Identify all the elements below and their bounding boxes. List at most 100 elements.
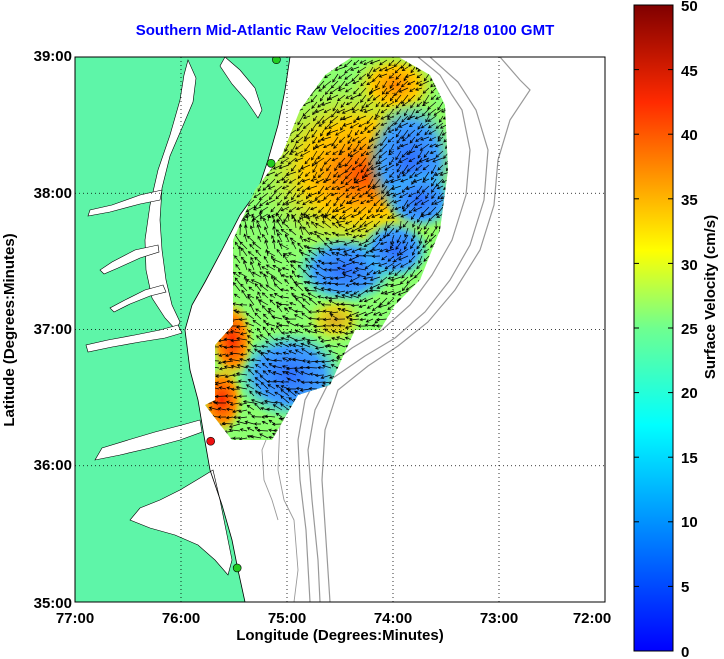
velocity-arrow (328, 296, 339, 301)
velocity-arrow (342, 262, 353, 268)
velocity-arrow (398, 87, 409, 93)
velocity-arrow (311, 101, 318, 109)
velocity-arrow (417, 213, 423, 223)
y-tick-label: 39:00 (34, 48, 72, 65)
velocity-arrow (409, 87, 416, 93)
velocity-arrow (247, 251, 255, 257)
y-tick-label: 36:00 (34, 457, 72, 474)
velocity-arrow (259, 375, 269, 383)
velocity-arrow (420, 213, 430, 218)
velocity-arrow (372, 94, 381, 101)
velocity-arrow (350, 213, 360, 218)
velocity-arrow (280, 273, 290, 278)
velocity-arrow (272, 404, 283, 411)
velocity-arrow (357, 206, 367, 214)
velocity-arrow (281, 331, 289, 335)
velocity-arrow (347, 322, 360, 327)
velocity-arrow (402, 206, 409, 212)
velocity-arrow (364, 323, 374, 327)
velocity-arrow (260, 406, 269, 411)
velocity-arrow (333, 199, 339, 207)
velocity-arrow (396, 157, 402, 167)
velocity-arrow (373, 143, 381, 149)
velocity-arrow (301, 185, 311, 193)
velocity-arrow (391, 185, 402, 191)
velocity-arrow (244, 420, 255, 425)
velocity-arrow (253, 206, 262, 211)
velocity-arrow (351, 164, 360, 171)
velocity-arrow (388, 150, 395, 156)
velocity-arrow (349, 122, 360, 129)
velocity-arrow (288, 343, 297, 348)
velocity-arrow (262, 178, 269, 185)
velocity-arrow (439, 171, 448, 177)
velocity-arrow (296, 274, 304, 279)
velocity-arrow (254, 370, 262, 376)
velocity-arrow (242, 400, 255, 404)
velocity-arrow (383, 290, 395, 295)
velocity-arrow (354, 266, 367, 271)
velocity-arrow (267, 308, 276, 313)
velocity-arrow (349, 276, 360, 283)
velocity-arrow (257, 291, 262, 299)
velocity-arrow (401, 185, 409, 193)
velocity-arrow (282, 371, 290, 376)
velocity-arrow (377, 164, 388, 170)
velocity-arrow (225, 331, 234, 335)
velocity-arrow (385, 101, 395, 107)
velocity-arrow (252, 319, 262, 327)
velocity-arrow (282, 351, 290, 355)
velocity-arrow (379, 241, 388, 246)
velocity-arrow (250, 399, 262, 404)
velocity-arrow (251, 218, 255, 229)
velocity-arrow (266, 379, 276, 384)
velocity-arrow (289, 286, 297, 292)
velocity-arrow (437, 129, 444, 140)
velocity-arrow (446, 164, 448, 172)
velocity-arrow (322, 317, 332, 322)
velocity-arrow (312, 164, 318, 173)
velocity-arrow (418, 157, 430, 163)
velocity-arrow (310, 122, 318, 132)
velocity-arrow (415, 136, 423, 142)
colorbar-tick-label: 0 (681, 644, 689, 659)
radar-station-marker (272, 57, 281, 65)
velocity-arrow (414, 87, 423, 91)
velocity-arrow (414, 171, 423, 177)
velocity-arrow (254, 390, 262, 397)
x-tick-label: 77:00 (56, 610, 94, 627)
velocity-arrow (396, 136, 402, 144)
velocity-arrow (388, 269, 395, 275)
velocity-arrow (249, 225, 255, 236)
velocity-arrow (311, 221, 318, 229)
velocity-arrow (361, 101, 367, 110)
velocity-arrow (345, 232, 353, 236)
velocity-arrow (229, 351, 241, 355)
velocity-arrow (359, 143, 367, 151)
velocity-arrow (407, 94, 416, 103)
velocity-arrow (224, 374, 234, 379)
velocity-arrow (272, 371, 283, 376)
velocity-arrow (427, 108, 437, 116)
velocity-arrow (263, 273, 269, 285)
velocity-arrow (365, 318, 374, 323)
velocity-arrow (265, 199, 276, 205)
velocity-arrow (367, 178, 374, 189)
velocity-arrow (344, 290, 353, 294)
velocity-arrow (217, 415, 227, 419)
velocity-arrow (274, 337, 283, 342)
colorbar-tick-label: 25 (681, 321, 698, 338)
velocity-arrow (328, 122, 339, 129)
velocity-arrow (318, 87, 325, 92)
velocity-arrow (289, 237, 297, 243)
velocity-arrow (314, 359, 325, 364)
velocity-arrow (344, 325, 353, 329)
velocity-arrow (320, 164, 325, 172)
velocity-arrow (437, 136, 444, 142)
x-tick-label: 73:00 (480, 610, 518, 627)
velocity-arrow (313, 143, 318, 151)
velocity-arrow (251, 414, 262, 419)
coast-outline (184, 57, 291, 602)
velocity-arrow (282, 357, 290, 362)
velocity-arrow (253, 192, 262, 198)
